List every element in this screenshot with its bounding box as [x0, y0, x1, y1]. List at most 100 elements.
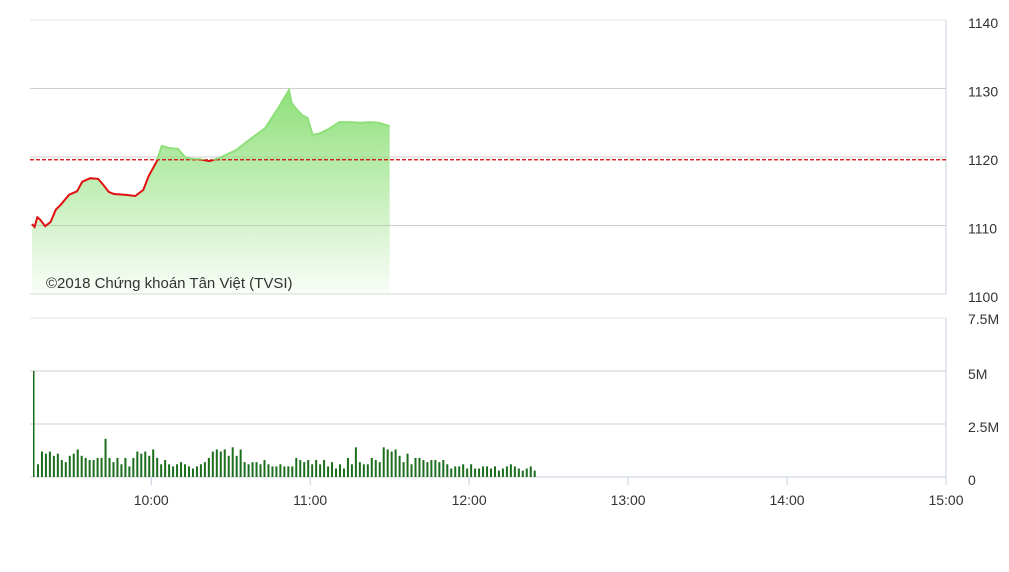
- x-tick-label: 12:00: [452, 492, 487, 508]
- volume-bar: [374, 460, 377, 477]
- volume-bar: [259, 464, 262, 477]
- volume-bar: [311, 464, 314, 477]
- volume-bar: [501, 468, 504, 477]
- volume-bar: [33, 371, 35, 477]
- volume-bar: [124, 457, 127, 477]
- volume-bar: [470, 464, 473, 477]
- volume-bar: [279, 464, 282, 477]
- volume-bar: [132, 457, 135, 477]
- volume-bar: [303, 462, 306, 477]
- volume-bar: [458, 466, 461, 477]
- volume-bar: [509, 464, 512, 477]
- volume-bar: [191, 468, 194, 477]
- volume-bar: [263, 460, 266, 477]
- volume-bar: [108, 457, 111, 477]
- volume-bar: [426, 462, 429, 477]
- volume-bar: [112, 462, 115, 477]
- volume-bar: [223, 449, 226, 477]
- volume-bar: [199, 464, 202, 477]
- volume-bar: [148, 455, 151, 477]
- volume-bar: [120, 464, 123, 477]
- volume-bar: [323, 460, 326, 477]
- volume-bar: [176, 464, 179, 477]
- volume-bar: [160, 464, 163, 477]
- volume-bar: [52, 455, 55, 477]
- price-line-above-reference: [156, 87, 391, 160]
- y-tick-label: 1140: [968, 15, 998, 31]
- volume-bar: [44, 453, 47, 477]
- volume-bar: [338, 464, 341, 477]
- volume-bar: [227, 455, 230, 477]
- volume-bar: [72, 453, 75, 477]
- volume-bar: [430, 460, 433, 477]
- volume-bar: [104, 438, 107, 477]
- volume-bar: [513, 466, 516, 477]
- volume-bar: [96, 457, 99, 477]
- volume-bar: [390, 451, 393, 477]
- volume-bar: [287, 466, 290, 477]
- volume-bar: [438, 462, 441, 477]
- volume-bar: [450, 468, 453, 477]
- volume-bar: [48, 451, 51, 477]
- volume-bar: [184, 464, 187, 477]
- volume-bar: [462, 464, 465, 477]
- volume-bar: [490, 468, 492, 477]
- volume-bar: [454, 466, 457, 477]
- volume-bar: [486, 466, 489, 477]
- volume-bar: [255, 462, 258, 477]
- volume-bar: [533, 470, 536, 477]
- volume-bar: [152, 449, 155, 477]
- volume-bar: [267, 464, 270, 477]
- volume-bar: [80, 455, 83, 477]
- volume-bar: [466, 468, 469, 477]
- volume-bar: [315, 460, 318, 477]
- volume-bar: [350, 464, 353, 477]
- price-area-fill: [32, 89, 390, 295]
- y-tick-label: 7.5M: [968, 311, 999, 327]
- volume-bar: [283, 466, 286, 477]
- volume-bar: [478, 468, 481, 477]
- volume-bar: [60, 460, 63, 477]
- volume-bar: [418, 457, 421, 477]
- volume-bar: [410, 464, 413, 477]
- volume-bar: [172, 466, 175, 477]
- volume-bar: [100, 457, 103, 477]
- volume-bar: [370, 457, 373, 477]
- x-tick-label: 14:00: [770, 492, 805, 508]
- volume-bar: [378, 462, 381, 477]
- volume-bar: [446, 464, 449, 477]
- volume-bar: [243, 462, 246, 477]
- volume-bar: [76, 449, 79, 477]
- volume-bar: [56, 453, 59, 477]
- time-axis: 10:00 11:00 12:00 13:00 14:00 15:00: [134, 477, 964, 508]
- y-tick-label: 1130: [968, 84, 998, 100]
- volume-bar: [386, 449, 389, 477]
- volume-bar: [414, 457, 417, 477]
- volume-bar: [529, 466, 532, 477]
- x-tick-label: 10:00: [134, 492, 169, 508]
- volume-bar: [362, 464, 365, 477]
- volume-bar: [335, 468, 338, 477]
- volume-bar: [68, 455, 71, 477]
- volume-bar: [215, 449, 218, 477]
- volume-bar: [203, 462, 206, 477]
- volume-bar: [116, 457, 119, 477]
- volume-bar: [140, 453, 143, 477]
- volume-bar: [402, 462, 405, 477]
- volume-bar: [319, 464, 322, 477]
- volume-bar: [525, 468, 528, 477]
- volume-bar: [84, 457, 87, 477]
- volume-bar: [406, 453, 409, 477]
- volume-bar: [275, 466, 278, 477]
- volume-bar: [88, 460, 91, 477]
- volume-bar: [64, 462, 67, 477]
- volume-bar: [251, 462, 254, 477]
- volume-bar: [136, 451, 139, 477]
- volume-bar: [331, 462, 334, 477]
- volume-bar: [346, 457, 349, 477]
- volume-bar: [342, 468, 345, 477]
- volume-bar: [231, 447, 234, 477]
- volume-bar: [239, 449, 242, 477]
- volume-bar: [207, 457, 210, 477]
- y-tick-label: 1100: [968, 289, 998, 305]
